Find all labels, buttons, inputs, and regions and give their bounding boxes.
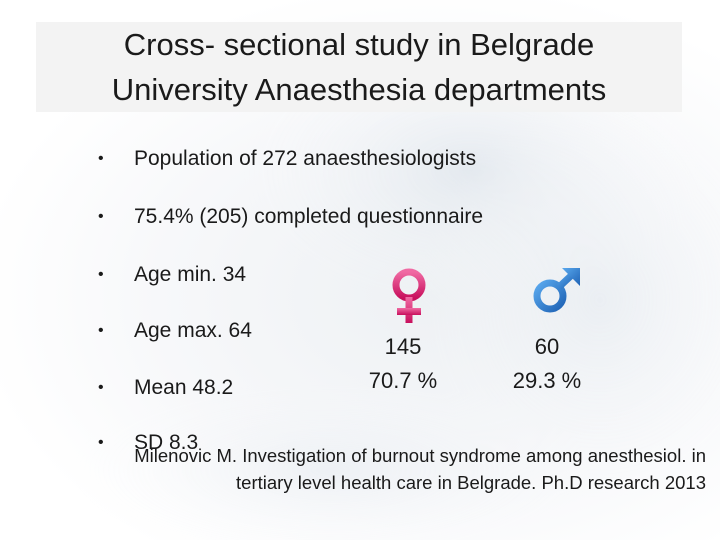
bullet-response-rate: • 75.4% (205) completed questionnaire xyxy=(98,202,483,232)
female-percent: 70.7 % xyxy=(368,368,438,393)
bullet-sd: • SD 8.3 xyxy=(98,428,198,458)
bullet-dot-icon: • xyxy=(98,379,104,396)
citation: Milenovic M. Investigation of burnout sy… xyxy=(134,442,706,496)
female-symbol-icon xyxy=(392,268,426,323)
slide-title-line-2: University Anaesthesia departments xyxy=(111,72,607,107)
title-banner: Cross- sectional study in Belgrade Unive… xyxy=(36,22,682,112)
citation-line-1: Milenovic M. Investigation of burnout sy… xyxy=(134,445,706,466)
bullet-age-max: • Age max. 64 xyxy=(98,316,252,346)
bullet-dot-icon: • xyxy=(98,322,104,339)
female-count: 145 xyxy=(384,334,422,359)
slide-title-line-1: Cross- sectional study in Belgrade xyxy=(123,27,595,62)
bullet-dot-icon: • xyxy=(98,150,104,167)
male-percent: 29.3 % xyxy=(512,368,582,393)
citation-line-2: tertiary level health care in Belgrade. … xyxy=(236,472,706,493)
female-stats: 145 70.7 % xyxy=(348,330,458,398)
bullet-mean: • Mean 48.2 xyxy=(98,373,233,403)
male-stats: 60 29.3 % xyxy=(492,330,602,398)
bullet-dot-icon: • xyxy=(98,434,104,451)
male-symbol-icon xyxy=(533,268,580,313)
bullet-age-min: • Age min. 34 xyxy=(98,260,246,290)
bullet-dot-icon: • xyxy=(98,266,104,283)
bullet-population: • Population of 272 anaesthesiologists xyxy=(98,144,476,174)
bullet-dot-icon: • xyxy=(98,208,104,225)
male-count: 60 xyxy=(534,334,560,359)
